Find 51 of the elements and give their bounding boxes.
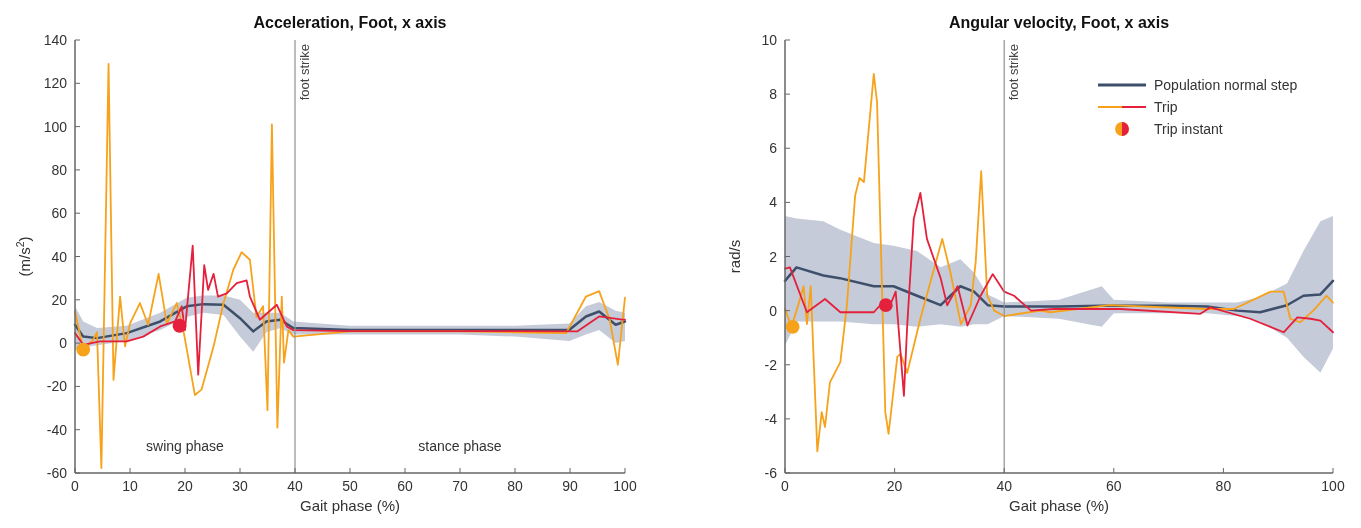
annotation: swing phase (146, 438, 225, 454)
x-tick-label: 20 (177, 478, 193, 494)
x-tick-label: 0 (781, 478, 790, 494)
x-axis-title: Gait phase (%) (299, 497, 401, 514)
y-tick-label: 80 (51, 161, 68, 178)
legend-label: Population normal step (1154, 77, 1298, 93)
y-tick-label: 60 (51, 205, 68, 222)
chart-title: Angular velocity, Foot, x axis (948, 14, 1170, 31)
x-tick-label: 60 (397, 478, 413, 494)
x-tick-label: 50 (342, 478, 358, 494)
y-tick-label: 10 (761, 32, 778, 48)
y-tick-label: 8 (769, 86, 778, 103)
x-tick-label: 60 (1106, 478, 1122, 494)
x-axis-title: Gait phase (%) (1008, 497, 1110, 514)
y-tick-label: 4 (769, 194, 778, 211)
y-tick-label: -4 (764, 410, 778, 427)
chart-title: Acceleration, Foot, x axis (253, 14, 447, 31)
line-series (784, 192, 1334, 397)
y-tick-label: -2 (764, 356, 778, 373)
x-tick-label: 40 (287, 478, 303, 494)
x-tick-label: 40 (996, 478, 1013, 494)
x-tick-label: 80 (1215, 478, 1232, 494)
x-tick-label: 100 (613, 478, 637, 494)
y-tick-label: -20 (46, 378, 68, 395)
y-tick-label: -60 (46, 465, 68, 481)
y-axis-title: rad/s (726, 239, 743, 274)
legend-label: Trip instant (1154, 121, 1223, 137)
x-tick-label: 70 (452, 478, 468, 494)
annotation: stance phase (418, 438, 502, 454)
y-tick-label: -6 (764, 465, 778, 481)
x-tick-label: 100 (1321, 478, 1345, 494)
y-tick-label: 140 (43, 32, 68, 48)
y-tick-label: 100 (43, 118, 68, 135)
x-tick-label: 0 (71, 478, 80, 494)
line-series (74, 244, 626, 376)
x-tick-label: 10 (122, 478, 138, 494)
x-tick-label: 80 (507, 478, 523, 494)
y-tick-label: 6 (769, 140, 778, 157)
y-tick-label: 40 (51, 248, 68, 265)
y-tick-label: 20 (51, 291, 68, 308)
ref-line-label: foot strike (297, 44, 312, 101)
legend-label: Trip (1154, 99, 1178, 115)
ref-line-label: foot strike (1006, 44, 1022, 101)
x-tick-label: 30 (232, 478, 248, 494)
y-tick-label: 0 (769, 302, 778, 319)
y-tick-label: 120 (43, 75, 68, 92)
x-tick-label: 90 (562, 478, 578, 494)
y-tick-label: 0 (59, 335, 68, 352)
y-tick-label: -40 (46, 421, 68, 438)
y-tick-label: 2 (769, 248, 778, 265)
x-tick-label: 20 (886, 478, 903, 494)
